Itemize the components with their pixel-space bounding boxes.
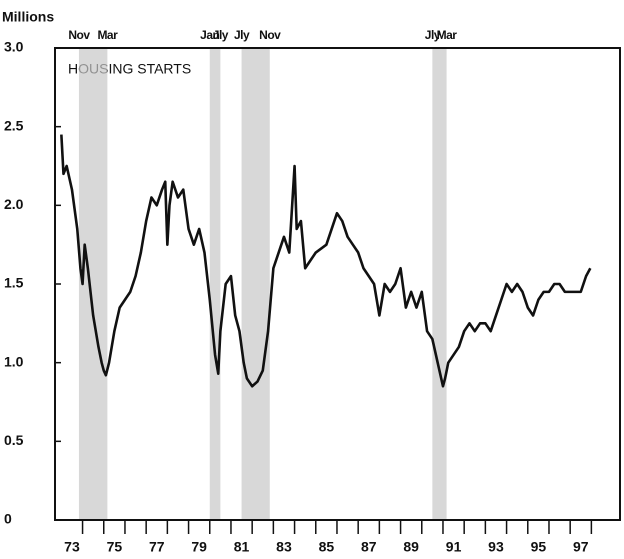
y-tick-label: 0 <box>4 511 12 527</box>
recession-start-label: Jly <box>425 28 441 42</box>
x-tick-label: 93 <box>488 539 504 555</box>
y-tick-label: 3.0 <box>4 39 24 55</box>
x-tick-label: 77 <box>149 539 165 555</box>
recession-start-label: Jan <box>200 28 219 42</box>
x-tick-label: 73 <box>64 539 80 555</box>
y-tick-label: 2.5 <box>4 117 24 133</box>
x-tick-label: 85 <box>319 539 335 555</box>
recession-start-label: Nov <box>68 28 90 42</box>
x-tick-label: 87 <box>361 539 377 555</box>
x-tick-label: 81 <box>234 539 250 555</box>
x-tick-label: 95 <box>531 539 547 555</box>
x-tick-label: 79 <box>191 539 207 555</box>
data-line <box>60 134 592 388</box>
recession-band <box>432 48 447 520</box>
y-tick-label: 1.0 <box>4 353 24 369</box>
y-tick-label: 0.5 <box>4 432 24 448</box>
y-tick-label: 1.5 <box>4 275 24 291</box>
x-tick-label: 97 <box>573 539 589 555</box>
plot-frame <box>54 47 621 521</box>
x-tick-label: 91 <box>446 539 462 555</box>
recession-end-label: Jly <box>213 28 229 42</box>
recession-end-label: Nov <box>259 28 281 42</box>
recession-band <box>209 48 221 520</box>
y-axis-label: Millions <box>2 9 54 25</box>
recession-end-label: Mar <box>97 28 118 42</box>
recession-start-label: Jly <box>234 28 250 42</box>
x-tick-label: 83 <box>276 539 292 555</box>
y-tick-label: 2.0 <box>4 196 24 212</box>
x-tick-label: 75 <box>107 539 123 555</box>
x-tick-label: 89 <box>403 539 419 555</box>
recession-end-label: Mar <box>437 28 458 42</box>
recession-band <box>241 48 270 520</box>
